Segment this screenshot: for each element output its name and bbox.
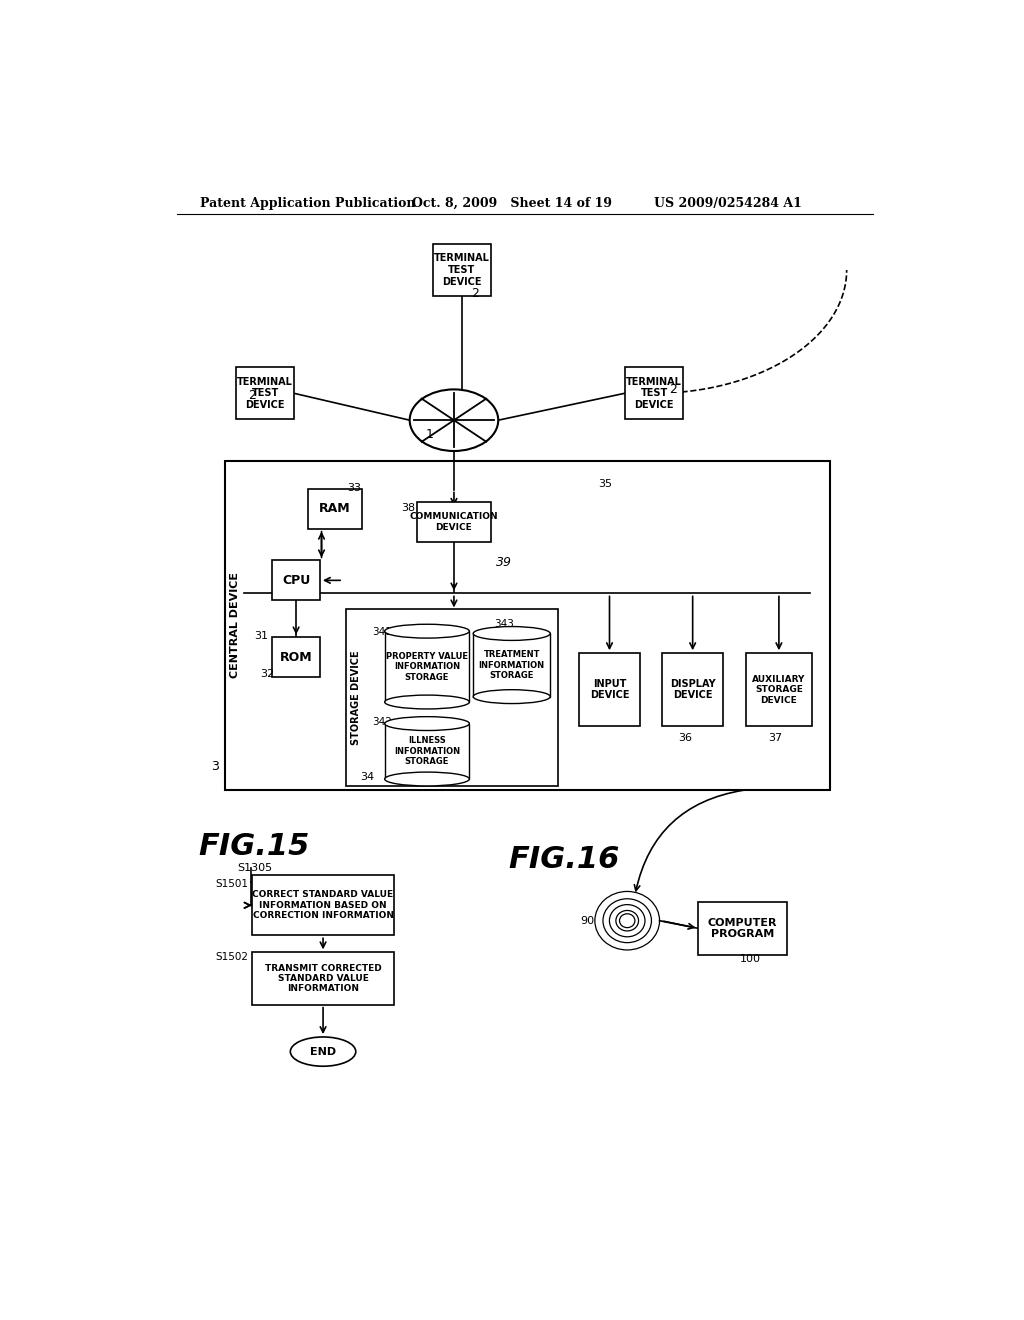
Bar (579, 653, 640, 726)
Text: 37: 37 (768, 733, 782, 743)
Text: TERMINAL
TEST
DEVICE: TERMINAL TEST DEVICE (238, 376, 293, 409)
Text: DISPLAY
DEVICE: DISPLAY DEVICE (670, 678, 716, 701)
Ellipse shape (410, 389, 499, 451)
Text: 33: 33 (347, 483, 360, 492)
Text: 34: 34 (360, 772, 375, 781)
Text: 2: 2 (670, 383, 677, 396)
Bar (746, 653, 812, 726)
Bar (473, 634, 550, 697)
Bar (224, 461, 829, 789)
Text: 32: 32 (260, 669, 273, 680)
Text: 100: 100 (740, 954, 761, 964)
Ellipse shape (473, 627, 550, 640)
Ellipse shape (473, 690, 550, 704)
Text: FIG.16: FIG.16 (508, 845, 620, 874)
Bar (307, 488, 361, 529)
Text: US 2009/0254284 A1: US 2009/0254284 A1 (654, 197, 802, 210)
Text: TREATMENT
INFORMATION
STORAGE: TREATMENT INFORMATION STORAGE (478, 651, 545, 680)
Text: 31: 31 (254, 631, 268, 640)
Ellipse shape (385, 772, 469, 785)
Text: 39: 39 (496, 556, 512, 569)
Text: S1501: S1501 (215, 879, 248, 888)
Text: 36: 36 (678, 733, 692, 743)
Ellipse shape (385, 624, 469, 638)
Text: PROPERTY VALUE
INFORMATION
STORAGE: PROPERTY VALUE INFORMATION STORAGE (386, 652, 468, 681)
Text: 3: 3 (211, 760, 219, 774)
Text: 35: 35 (599, 479, 612, 490)
Text: TERMINAL
TEST
DEVICE: TERMINAL TEST DEVICE (434, 253, 489, 286)
Text: COMMUNICATION
DEVICE: COMMUNICATION DEVICE (410, 512, 499, 532)
Bar (662, 653, 724, 726)
Bar (237, 367, 294, 420)
Text: RAM: RAM (318, 502, 350, 515)
Bar (272, 561, 319, 601)
Text: 2: 2 (471, 286, 478, 300)
Ellipse shape (385, 696, 469, 709)
Text: TERMINAL
TEST
DEVICE: TERMINAL TEST DEVICE (627, 376, 682, 409)
Text: Patent Application Publication: Patent Application Publication (200, 197, 416, 210)
Ellipse shape (291, 1038, 355, 1067)
Text: FIG.15: FIG.15 (199, 832, 309, 861)
Text: 343: 343 (494, 619, 514, 630)
Bar (252, 952, 394, 1005)
Bar (252, 875, 394, 936)
Text: 38: 38 (400, 503, 415, 513)
Text: AUXILIARY
STORAGE
DEVICE: AUXILIARY STORAGE DEVICE (753, 675, 806, 705)
Text: STORAGE DEVICE: STORAGE DEVICE (351, 649, 361, 744)
Bar (418, 502, 490, 543)
Text: S1502: S1502 (215, 952, 248, 962)
Bar (626, 367, 683, 420)
Text: COMPUTER
PROGRAM: COMPUTER PROGRAM (708, 917, 777, 940)
Text: 1: 1 (425, 428, 433, 441)
Bar (272, 638, 319, 677)
Bar (346, 609, 558, 785)
Text: END: END (310, 1047, 336, 1056)
Ellipse shape (385, 717, 469, 730)
Text: CPU: CPU (282, 574, 310, 587)
Text: 2: 2 (248, 389, 256, 403)
Text: 90: 90 (581, 916, 594, 925)
Text: INPUT
DEVICE: INPUT DEVICE (590, 678, 630, 701)
Text: S1305: S1305 (237, 862, 272, 873)
Text: CORRECT STANDARD VALUE
INFORMATION BASED ON
CORRECTION INFORMATION: CORRECT STANDARD VALUE INFORMATION BASED… (253, 891, 393, 920)
Bar (433, 244, 490, 296)
Text: TRANSMIT CORRECTED
STANDARD VALUE
INFORMATION: TRANSMIT CORRECTED STANDARD VALUE INFORM… (264, 964, 381, 994)
Text: ROM: ROM (280, 651, 312, 664)
Ellipse shape (620, 913, 635, 928)
Bar (698, 903, 787, 954)
Text: CENTRAL DEVICE: CENTRAL DEVICE (230, 573, 241, 678)
Text: 341: 341 (373, 627, 392, 638)
Bar (385, 631, 469, 702)
Bar (385, 723, 469, 779)
Text: Oct. 8, 2009   Sheet 14 of 19: Oct. 8, 2009 Sheet 14 of 19 (412, 197, 611, 210)
Text: ILLNESS
INFORMATION
STORAGE: ILLNESS INFORMATION STORAGE (394, 737, 460, 766)
Text: 342: 342 (373, 717, 392, 727)
